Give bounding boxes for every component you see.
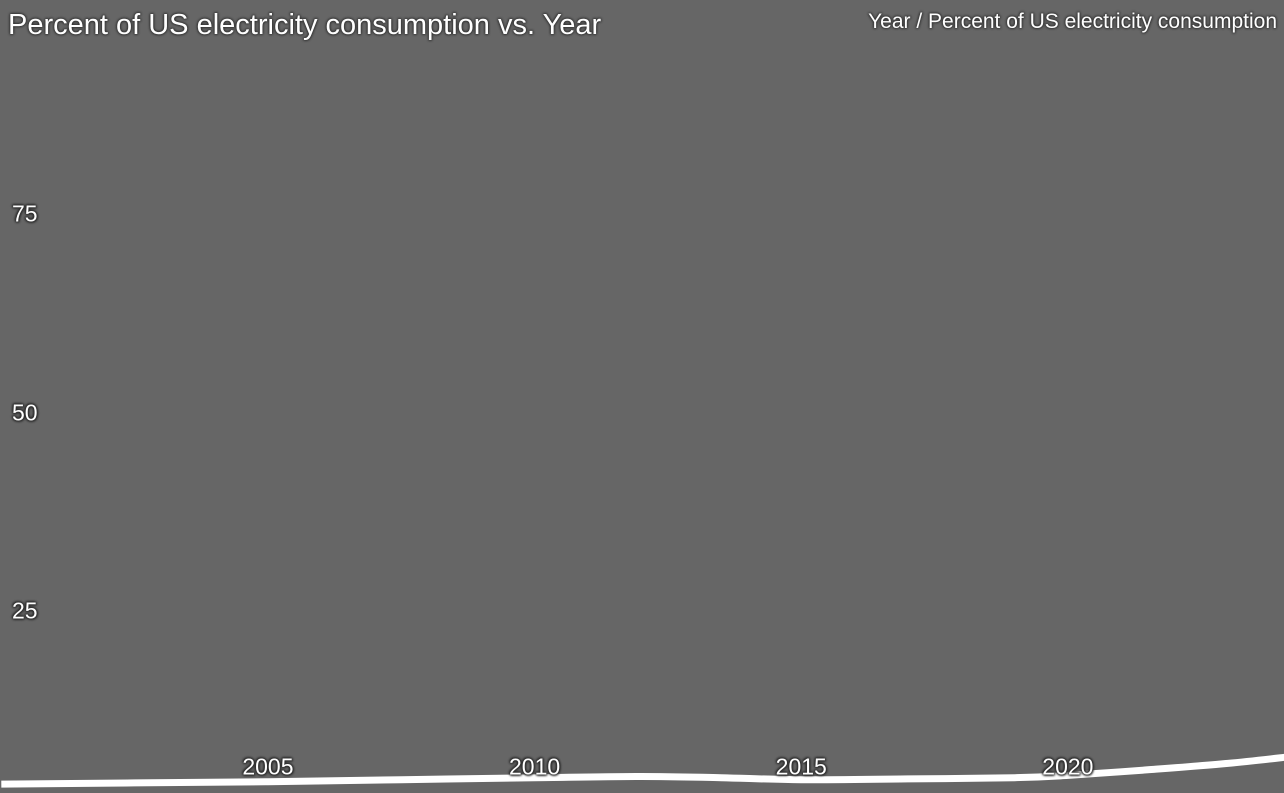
y-tick-label: 25	[12, 597, 38, 624]
data-line	[1, 753, 1284, 788]
y-tick-label: 75	[12, 200, 38, 227]
x-tick-label: 2020	[1042, 753, 1094, 780]
chart-title: Percent of US electricity consumption vs…	[8, 9, 602, 41]
axis-pair-label: Year / Percent of US electricity consump…	[868, 10, 1277, 33]
x-tick-label: 2015	[775, 753, 827, 780]
x-tick-label: 2005	[242, 753, 294, 780]
y-tick-label: 50	[12, 399, 38, 425]
x-tick-label: 2010	[509, 753, 561, 780]
